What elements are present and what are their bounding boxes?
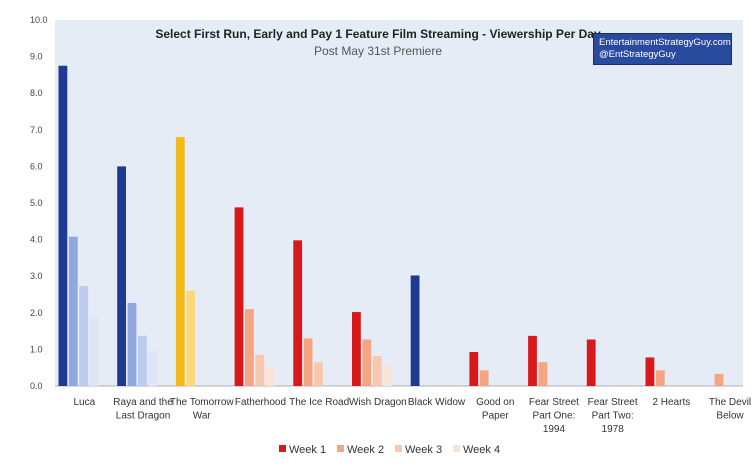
x-tick-label-line: Fear Street xyxy=(588,397,638,408)
x-tick-label: Luca xyxy=(74,397,96,408)
x-tick-label: Fear Street Part Two: 1978 xyxy=(588,397,638,435)
bar-week-3 xyxy=(138,335,147,386)
x-tick-label: Black Widow xyxy=(408,397,466,408)
x-tick-label-line: Wish Dragon xyxy=(349,397,407,408)
x-tick-label-line: Below xyxy=(716,411,744,422)
x-tick-label: Fatherhood xyxy=(235,397,286,408)
x-tick-label: Raya and the Last Dragon xyxy=(113,397,173,422)
x-tick-label-line: The Devil xyxy=(709,397,751,408)
x-tick-label-line: 2 Hearts xyxy=(652,397,690,408)
x-tick-label-line: Luca xyxy=(74,397,96,408)
bar-week-1 xyxy=(469,351,479,386)
credit-box: EntertainmentStrategyGuy.com @EntStrateg… xyxy=(593,33,732,65)
x-tick-label-line: The Tomorrow xyxy=(170,397,235,408)
legend-swatch xyxy=(395,445,402,452)
legend-swatch xyxy=(453,445,460,452)
x-tick-label: The Tomorrow War xyxy=(170,397,235,422)
plot-background xyxy=(55,20,743,386)
y-tick-label: 7.0 xyxy=(30,125,43,135)
bar-week-2 xyxy=(68,236,78,386)
bar-week-2 xyxy=(479,370,489,386)
legend-label: Week 2 xyxy=(347,444,384,456)
bar-week-2 xyxy=(186,290,196,386)
y-tick-label: 10.0 xyxy=(30,15,48,25)
bar-week-1 xyxy=(293,240,303,386)
x-tick-label-line: Black Widow xyxy=(408,397,466,408)
x-tick-label-line: Fear Street xyxy=(529,397,579,408)
x-tick-label-line: 1994 xyxy=(543,424,566,435)
x-tick-label: The Ice Road xyxy=(289,397,349,408)
x-tick-label-line: Last Dragon xyxy=(116,411,170,422)
x-tick-label-line: The Ice Road xyxy=(289,397,349,408)
legend-label: Week 1 xyxy=(289,444,326,456)
x-tick-label-line: Part One: xyxy=(533,411,576,422)
bar-week-4 xyxy=(89,316,99,386)
legend-label: Week 3 xyxy=(405,444,442,456)
y-tick-label: 2.0 xyxy=(30,308,43,318)
chart-title: Select First Run, Early and Pay 1 Featur… xyxy=(155,27,601,41)
bar-week-1 xyxy=(528,335,537,386)
chart-subtitle: Post May 31st Premiere xyxy=(313,44,443,58)
legend-swatch xyxy=(337,445,344,452)
bar-week-2 xyxy=(362,339,372,386)
bar-week-2 xyxy=(714,373,724,386)
y-tick-label: 9.0 xyxy=(30,52,43,62)
x-tick-label-line: Fatherhood xyxy=(235,397,286,408)
x-tick-label-line: Good on xyxy=(476,397,514,408)
y-tick-label: 8.0 xyxy=(30,88,43,98)
bar-week-2 xyxy=(303,338,313,386)
bar-week-2 xyxy=(538,362,548,386)
credit-website: EntertainmentStrategyGuy.com xyxy=(599,37,731,48)
bar-week-4 xyxy=(148,350,158,386)
x-tick-label: Fear Street Part One: 1994 xyxy=(529,397,579,435)
legend-swatch xyxy=(279,445,286,452)
bar-week-1 xyxy=(352,312,361,386)
credit-handle: @EntStrategyGuy xyxy=(599,49,676,60)
x-tick-label: 2 Hearts xyxy=(652,397,690,408)
bar-week-1 xyxy=(410,275,420,386)
x-tick-label: Good on Paper xyxy=(476,397,514,422)
bar-week-2 xyxy=(127,302,137,386)
x-tick-label-line: War xyxy=(193,411,212,422)
bar-week-3 xyxy=(372,355,382,386)
y-tick-label: 3.0 xyxy=(30,271,43,281)
y-tick-label: 1.0 xyxy=(30,344,43,354)
bar-week-1 xyxy=(586,339,596,386)
bar-week-2 xyxy=(245,309,254,386)
x-tick-label-line: Paper xyxy=(482,411,509,422)
bar-week-1 xyxy=(58,65,68,386)
y-tick-label: 0.0 xyxy=(30,381,43,391)
bar-week-2 xyxy=(655,370,665,386)
x-tick-label-line: Raya and the xyxy=(113,397,173,408)
y-tick-label: 4.0 xyxy=(30,235,43,245)
bar-week-4 xyxy=(265,366,275,386)
bar-week-1 xyxy=(234,207,244,386)
y-tick-label: 5.0 xyxy=(30,198,43,208)
x-tick-label: Wish Dragon xyxy=(349,397,407,408)
x-tick-label: The Devil Below xyxy=(709,397,751,422)
bar-week-1 xyxy=(645,357,655,386)
bar-week-4 xyxy=(383,365,392,386)
legend-label: Week 4 xyxy=(463,444,500,456)
x-tick-label-line: Part Two: xyxy=(592,411,634,422)
bar-week-3 xyxy=(314,362,323,386)
y-tick-label: 6.0 xyxy=(30,161,43,171)
bar-week-1 xyxy=(175,137,185,386)
bar-week-3 xyxy=(255,354,265,386)
x-tick-label-line: 1978 xyxy=(602,424,625,435)
bar-week-3 xyxy=(79,286,89,386)
bar-week-1 xyxy=(117,166,126,386)
